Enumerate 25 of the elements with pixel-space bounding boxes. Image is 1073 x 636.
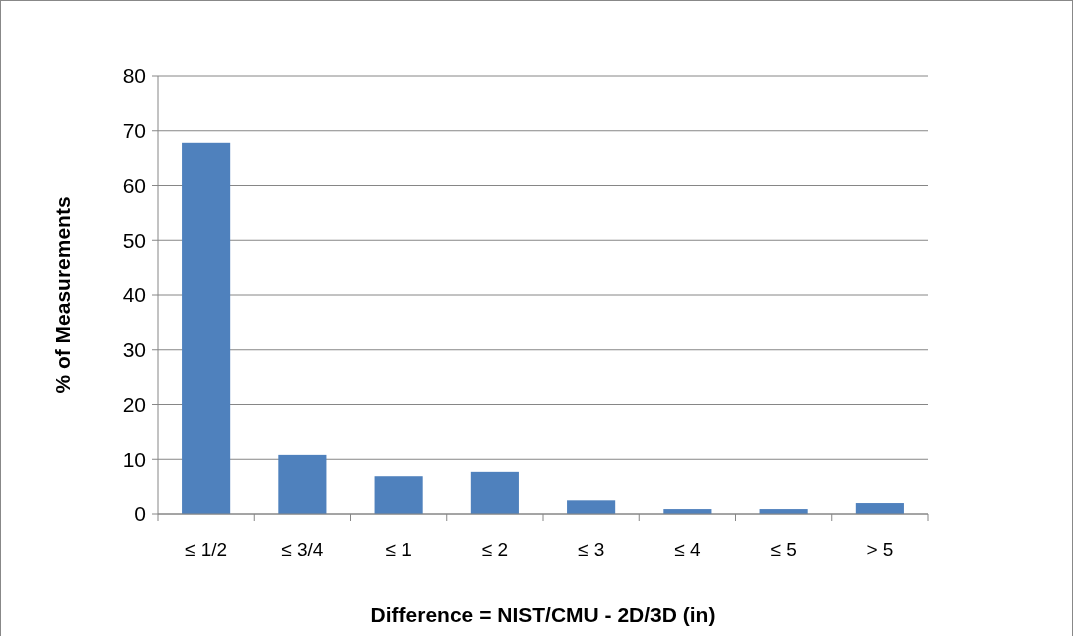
y-axis-title: % of Measurements [51,196,74,394]
y-tick-label: 60 [122,173,146,197]
bar [567,500,616,514]
y-tick-label: 70 [122,119,146,143]
x-tick-label: ≤ 5 [770,539,797,560]
bar [182,142,231,514]
y-tick-label: 40 [122,283,146,307]
x-tick-label: ≤ 1 [385,539,412,560]
bar [855,503,904,514]
y-tick-label: 0 [134,502,146,526]
bar [278,454,327,514]
x-axis-title: Difference = NIST/CMU - 2D/3D (in) [370,603,716,626]
x-tick-label: > 5 [866,539,894,560]
y-tick-label: 50 [122,228,146,252]
x-tick-label: ≤ 3 [577,539,605,560]
bar [470,471,519,514]
bar [374,476,423,514]
x-tick-label: ≤ 4 [674,539,701,560]
y-tick-label: 10 [122,447,146,471]
x-tick-label: ≤ 3/4 [281,539,324,560]
x-tick-label: ≤ 1/2 [185,539,228,560]
y-tick-label: 20 [122,392,146,416]
x-tick-label: ≤ 2 [481,539,509,560]
y-tick-label: 30 [122,338,146,362]
y-tick-label: 80 [122,64,146,88]
